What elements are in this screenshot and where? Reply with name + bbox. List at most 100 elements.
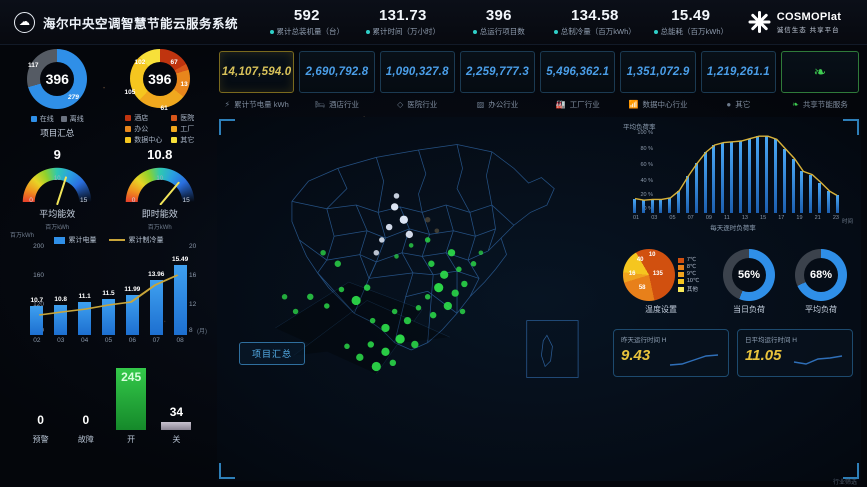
legend-item-online: 在线 [30,114,54,124]
header-stat-label: 累计时间（万小时） [355,26,451,37]
load-chart-y-axis: 100 % 80 % 60 % 40 % 20 % 0 % [637,130,653,212]
runtime-card-average[interactable]: 日平均运行时间 H 11.05 [737,329,853,377]
donut-ring: 396 [27,49,88,109]
header-stat-value: 15.49 [671,7,711,24]
project-donut-legend: 在线 离线 [30,114,84,124]
hospital-icon: ◇ [397,99,404,109]
logo-name: COSMOPlat [776,10,842,23]
runtime-card-yesterday[interactable]: 昨天运行时间 H 9.43 [613,329,729,377]
kpi-card-other[interactable]: 1,219,261.1 [700,51,776,93]
map-panel: 项目汇总 平均负荷率 100 % 80 % 60 % 40 % [217,117,861,481]
header-stat-label: 总能耗（百万kWh） [643,26,739,37]
legend-item-hotel: 酒店 [125,113,162,123]
header-stat-4: 15.49 总能耗（百万kWh） [643,7,739,37]
bar-chart-line-overlay [39,274,179,316]
average-load-ring-block[interactable]: 68% 平均负荷 [787,249,855,315]
today-load-ring: 56% [723,249,775,301]
asterisk-icon [748,11,771,33]
kpi-card-shared-service[interactable]: ❧ [780,51,859,93]
legend-item-hospital: 医院 [171,113,194,123]
status-label: 开 [127,435,136,444]
legend-item-other: 其它 [171,135,194,145]
gauge-mid-tick: 10 [156,176,164,182]
china-map[interactable]: 项目汇总 [217,117,609,383]
kpi-label-shared-service: ❧ 共享节能服务 [792,99,848,109]
left-column: 396 117 279 在线 离线 项目汇总 [6,49,211,481]
bar-column: 13.96 [147,247,165,335]
leaf-icon: ❧ [792,99,799,109]
temperature-pie-block[interactable]: 135 58 16 40 10 7℃ 8℃ [611,249,711,315]
header-stat-value: 134.58 [570,7,619,24]
header-stat-0: 592 累计总装机量（台） [259,7,355,37]
kpi-label-office: ▨ 办公行业 [476,99,519,109]
donut-segment-label-online: 279 [68,94,79,101]
kpi-card-office[interactable]: 2,259,777.3 [459,51,536,93]
status-value: 34 [169,405,184,419]
project-summary-donut[interactable]: 396 117 279 在线 离线 项目汇总 [6,49,109,145]
gauge-min-tick: 0 [131,197,136,204]
header-stat-value: 131.73 [378,7,427,24]
bar-column: 11.1 [76,247,94,335]
header-stat-2: 396 总运行项目数 [451,7,547,37]
load-chart-x-axis: 01 03 05 07 09 11 13 15 17 19 21 23 [633,215,839,221]
kpi-card-datacenter[interactable]: 1,351,072.9 [620,51,696,93]
status-value: 0 [37,413,44,427]
bar-column: 10.7 [28,247,46,335]
bar-chart-x-unit: (月) [197,329,207,335]
bar-chart-unit-left: 百万kWh [10,233,35,239]
panel-corner-br [843,463,859,479]
project-summary-button[interactable]: 项目汇总 [239,342,306,365]
status-fault: 0 故障 [66,349,106,445]
status-off: 34 关 [156,349,196,445]
today-load-caption: 当日负荷 [733,305,765,314]
donut-segment-label-offline: 117 [28,62,39,69]
legend-item-datacenter: 数据中心 [125,135,162,145]
dashboard-body: 396 117 279 在线 离线 项目汇总 [0,45,867,487]
donut-label-office: 61 [160,105,168,112]
gauge-unit: 百万kWh [147,225,172,231]
donut-ring: 396 [129,49,190,108]
header-stat-1: 131.73 累计时间（万小时） [355,7,451,37]
legend-item-8c: 8℃ [677,264,699,270]
gauge-max-tick: 15 [182,197,190,204]
kpi-card-hotel[interactable]: 2,690,792.8 [299,51,375,93]
gauge-min-tick: 0 [29,197,33,204]
hotel-icon: 🛏 [314,99,325,109]
panel-corner-tl [219,119,235,135]
today-load-ring-block[interactable]: 56% 当日负荷 [715,249,783,315]
gauge-value: 10.8 [147,147,173,162]
runtime-label: 日平均运行时间 H [745,337,797,344]
brand-block: ☁ 海尔中央空调智慧节能云服务系统 [0,11,259,33]
kpi-card-hospital[interactable]: 1,090,327.8 [379,51,455,93]
kpi-label-hotel: 🛏 酒店行业 [314,99,359,109]
gauge-dial: 0 10 15 [19,164,96,205]
gauge-instant-efficiency[interactable]: 10.8 0 10 15 即时能效 百万kWh [109,147,212,231]
header-stat-label: 累计总装机量（台） [259,26,355,37]
donut-label-hospital: 13 [180,81,188,88]
kpi-card-factory[interactable]: 5,496,362.1 [540,51,616,93]
status-label: 预警 [32,435,49,444]
gauge-caption: 即时能效 [141,209,178,219]
gauge-average-efficiency[interactable]: 9 0 10 15 平均能效 百万kWh [6,147,109,231]
header-stats: 592 累计总装机量（台） 131.73 累计时间（万小时） 396 总运行项目… [259,7,749,37]
load-chart-caption: 每天逐时负荷率 [710,225,756,232]
factory-icon: 🏭 [555,99,566,109]
header-stat-label: 总运行项目数 [451,26,547,37]
industry-donut[interactable]: 396 67 13 61 105 102 酒店 医院 办公 工厂 数据中心 其它 [109,49,212,145]
bar-column: 15.49 [171,247,189,335]
gauge-value: 9 [53,147,61,162]
kpi-card-total-saving[interactable]: 14,107,594.0 [219,51,295,93]
gauge-caption: 平均能效 [39,209,76,219]
status-on: 245 开 [111,349,151,445]
status-value: 0 [82,413,90,427]
legend-item-7c: 7℃ [677,257,699,263]
kpi-label-row: ⚡ 累计节电量 kWh 🛏 酒店行业 ◇ 医院行业 ▨ 办公行业 🏭 工厂行业 📶 数据中心… [217,93,861,115]
load-chart-line [633,133,839,213]
bar-chart-x-axis: 02 03 04 05 06 07 08 [33,337,184,344]
leaf-icon: ❧ [813,64,827,81]
load-chart-plot: 100 % 80 % 60 % 40 % 20 % 0 % [633,130,839,213]
panel-corner-tr [843,119,859,135]
header-stat-value: 396 [485,7,512,24]
monthly-energy-chart: 百万kWh 累计电量 累计制冷量 200 160 120 80 20 16 [6,231,211,349]
bar-chart-bars: 10.7 10.8 11.1 11.5 11.99 13.96 15.49 [28,247,189,335]
